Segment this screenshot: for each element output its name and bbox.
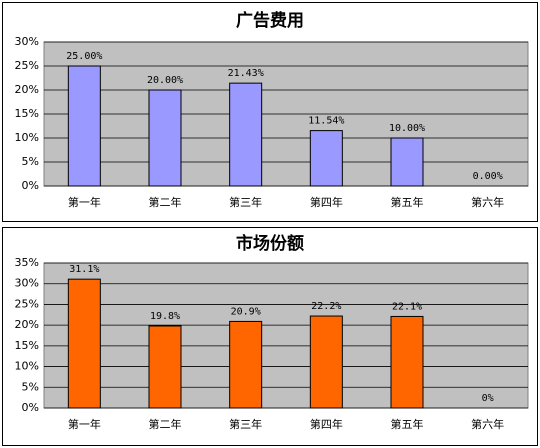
y-tick-label: 5% [22,380,39,393]
plot-area [43,262,529,409]
bar [309,315,343,409]
value-label: 11.54% [308,116,344,127]
bar [390,137,424,187]
y-tick-label: 25% [15,59,39,72]
x-tick-label: 第二年 [149,417,182,431]
x-tick-label: 第一年 [68,417,101,431]
bar [148,89,182,187]
bar [229,82,263,187]
y-tick-label: 0% [22,179,39,192]
bar [229,320,263,409]
value-label: 19.8% [150,311,180,322]
x-tick-label: 第六年 [471,195,504,209]
value-label: 22.2% [311,301,341,312]
y-tick-label: 20% [15,318,39,331]
y-tick-label: 10% [15,131,39,144]
y-tick-label: 30% [15,277,39,290]
x-tick-label: 第二年 [149,195,182,209]
x-tick-label: 第五年 [391,195,424,209]
x-tick-label: 第六年 [471,417,504,431]
value-label: 10.00% [389,123,425,134]
value-label: 31.1% [69,264,99,275]
chart-title: 市场份额 [236,233,304,254]
value-label: 20.00% [147,75,183,86]
y-tick-label: 20% [15,83,39,96]
x-tick-label: 第三年 [229,195,262,209]
y-tick-label: 35% [15,256,39,269]
y-tick-label: 15% [15,107,39,120]
bar [67,278,101,409]
value-label: 0.00% [473,171,503,182]
x-tick-label: 第四年 [310,195,343,209]
y-tick-label: 25% [15,297,39,310]
y-tick-label: 5% [22,155,39,168]
value-label: 22.1% [392,301,422,312]
value-label: 0% [482,393,494,404]
value-label: 21.43% [228,68,264,79]
x-tick-label: 第五年 [391,417,424,431]
chart-title: 广告费用 [236,10,304,31]
bar [67,65,101,187]
value-label: 25.00% [66,51,102,62]
value-label: 20.9% [231,306,261,317]
y-tick-label: 0% [22,401,39,414]
x-tick-label: 第三年 [229,417,262,431]
x-tick-label: 第四年 [310,417,343,431]
y-tick-label: 30% [15,35,39,48]
bar [309,130,343,187]
bar [148,325,182,409]
bar [390,315,424,409]
y-tick-label: 10% [15,360,39,373]
y-tick-label: 15% [15,339,39,352]
x-tick-label: 第一年 [68,195,101,209]
